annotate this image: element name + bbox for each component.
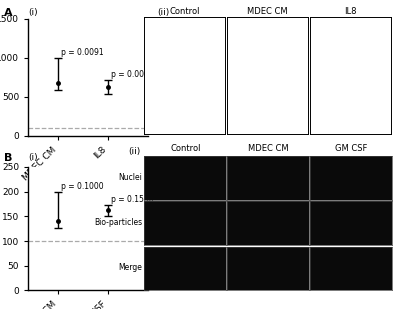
Text: Merge: Merge [118, 263, 142, 272]
Text: GM CSF: GM CSF [335, 144, 368, 153]
Text: B: B [4, 153, 12, 163]
Text: Control: Control [170, 144, 201, 153]
Text: p = 0.1590: p = 0.1590 [111, 195, 154, 205]
Text: p = 0.1000: p = 0.1000 [61, 182, 104, 191]
Text: MDEC CM: MDEC CM [248, 144, 289, 153]
Text: (i): (i) [28, 8, 38, 17]
Text: (i): (i) [28, 153, 38, 162]
Title: IL8: IL8 [344, 7, 357, 16]
Text: A: A [4, 8, 13, 18]
Text: p = 0.0091: p = 0.0091 [61, 48, 104, 57]
Text: Bio-particles: Bio-particles [94, 218, 142, 227]
Title: MDEC CM: MDEC CM [247, 7, 288, 16]
Title: Control: Control [170, 7, 200, 16]
Text: (ii): (ii) [157, 8, 169, 17]
Text: Nuclei: Nuclei [118, 173, 142, 182]
Text: p = 0.0022: p = 0.0022 [111, 70, 154, 79]
Text: (ii): (ii) [128, 147, 141, 156]
